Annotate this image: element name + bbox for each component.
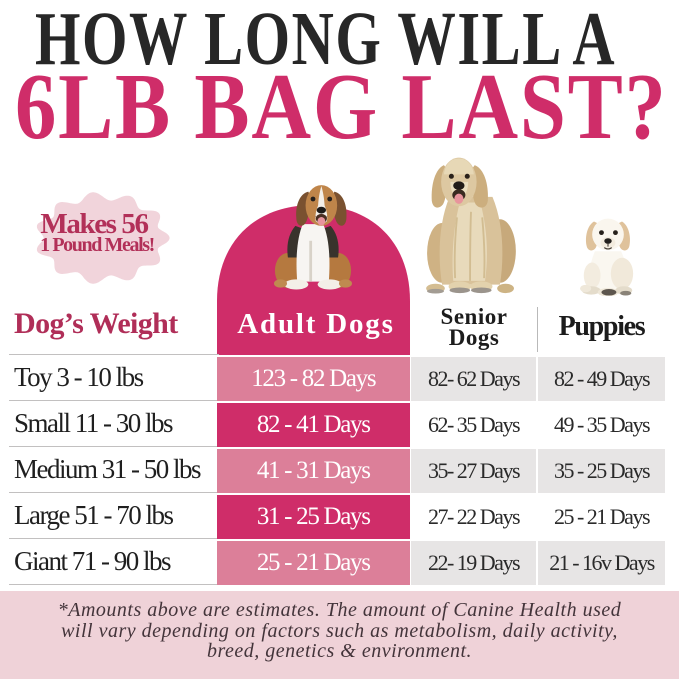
svg-text:Makes 56: Makes 56: [40, 208, 148, 240]
svg-text:1 Pound Meals!: 1 Pound Meals!: [40, 234, 154, 256]
